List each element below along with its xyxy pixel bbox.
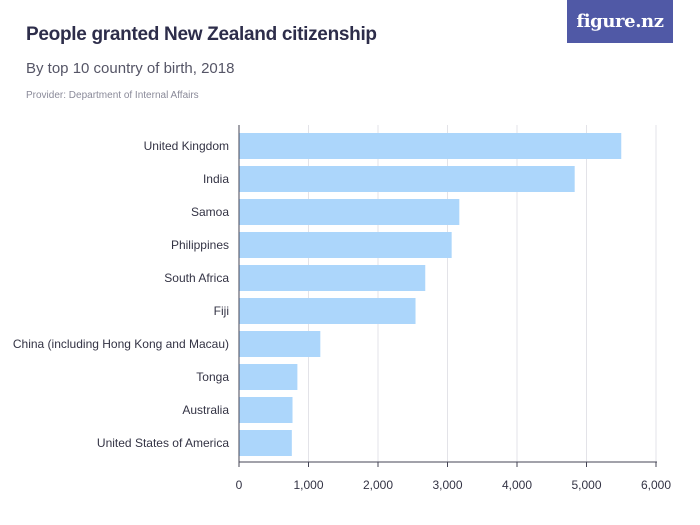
bar[interactable] xyxy=(239,199,460,225)
category-label: China (including Hong Kong and Macau) xyxy=(13,337,229,351)
x-tick-label: 0 xyxy=(236,478,243,492)
x-tick-label: 2,000 xyxy=(363,478,393,492)
bar[interactable] xyxy=(239,364,298,390)
bar[interactable] xyxy=(239,166,575,192)
category-label: Samoa xyxy=(191,205,229,219)
bar[interactable] xyxy=(239,298,416,324)
x-axis: 0 1,000 2,000 3,000 4,000 5,000 6,000 xyxy=(236,125,671,492)
category-labels: United Kingdom India Samoa Philippines South… xyxy=(13,139,229,450)
bar[interactable] xyxy=(239,133,622,159)
category-label: United Kingdom xyxy=(144,139,229,153)
bar[interactable] xyxy=(239,397,293,423)
category-label: Philippines xyxy=(171,238,229,252)
category-label: United States of America xyxy=(97,436,229,450)
category-label: Tonga xyxy=(196,370,229,384)
x-tick-label: 6,000 xyxy=(641,478,671,492)
bar[interactable] xyxy=(239,331,321,357)
bar[interactable] xyxy=(239,265,426,291)
figure-nz-logo[interactable]: figure.nz xyxy=(567,0,673,43)
category-label: South Africa xyxy=(164,271,229,285)
chart-subtitle: By top 10 country of birth, 2018 xyxy=(26,60,235,77)
x-tick-label: 5,000 xyxy=(571,478,601,492)
bar[interactable] xyxy=(239,232,452,258)
category-label: Australia xyxy=(182,403,229,417)
chart-title: People granted New Zealand citizenship xyxy=(26,24,377,45)
x-tick-label: 1,000 xyxy=(293,478,323,492)
category-label: Fiji xyxy=(214,304,229,318)
bars xyxy=(239,133,622,456)
bar[interactable] xyxy=(239,430,292,456)
category-label: India xyxy=(203,172,229,186)
x-tick-label: 3,000 xyxy=(432,478,462,492)
data-provider: Provider: Department of Internal Affairs xyxy=(26,90,199,101)
x-tick-label: 4,000 xyxy=(502,478,532,492)
